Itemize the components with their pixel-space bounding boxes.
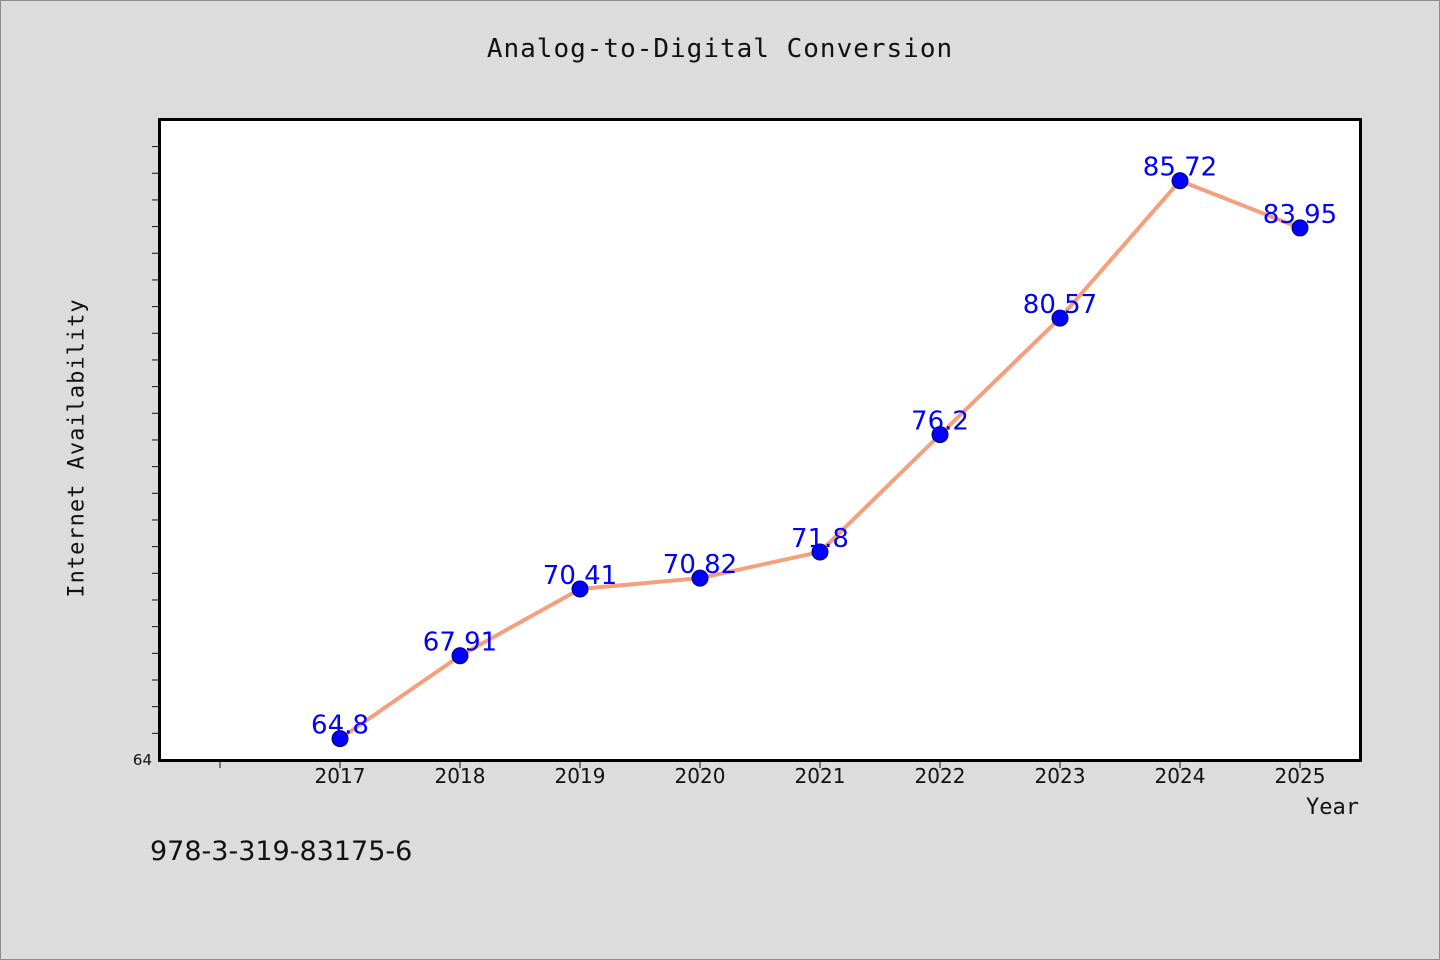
x-tick-label: 2023 [1035, 764, 1086, 788]
data-point [451, 647, 469, 665]
labels-layer: 64.8 67.91 70.41 70.82 71.8 76.2 80.57 85.72 83.… [311, 153, 1337, 741]
x-tick-label: 2018 [435, 764, 486, 788]
data-label: 70.41 [543, 561, 617, 591]
data-point [691, 569, 709, 587]
x-tick-label: 2024 [1155, 764, 1206, 788]
data-label: 76.2 [911, 407, 969, 437]
data-point [571, 580, 589, 598]
data-point [931, 426, 949, 444]
ticks-layer: 64 2017 2018 2019 2020 2021 2022 2023 2024 2025 [133, 146, 1326, 788]
x-tick-label: 2019 [555, 764, 606, 788]
data-point [331, 730, 349, 748]
x-tick-label: 2025 [1275, 764, 1326, 788]
x-tick-label: 2017 [315, 764, 366, 788]
x-axis-label: Year [1306, 795, 1359, 820]
y-tick-label: 64 [133, 751, 152, 769]
x-tick-label: 2020 [675, 764, 726, 788]
data-point [1291, 219, 1309, 237]
data-label: 71.8 [791, 524, 849, 554]
data-label: 85.72 [1143, 153, 1217, 183]
data-point [1171, 172, 1189, 190]
data-label: 70.82 [663, 550, 737, 580]
x-tick-label: 2022 [915, 764, 966, 788]
series-layer [331, 172, 1309, 748]
data-point [811, 543, 829, 561]
x-tick-label: 2021 [795, 764, 846, 788]
data-point [1051, 309, 1069, 327]
plot-area [158, 118, 1362, 762]
footer-code: 978-3-319-83175-6 [150, 836, 413, 867]
chart-title: Analog-to-Digital Conversion [486, 34, 954, 64]
data-label: 67.91 [423, 628, 497, 658]
data-label: 64.8 [311, 711, 369, 741]
data-label: 83.95 [1263, 200, 1337, 230]
data-label: 80.57 [1023, 290, 1097, 320]
